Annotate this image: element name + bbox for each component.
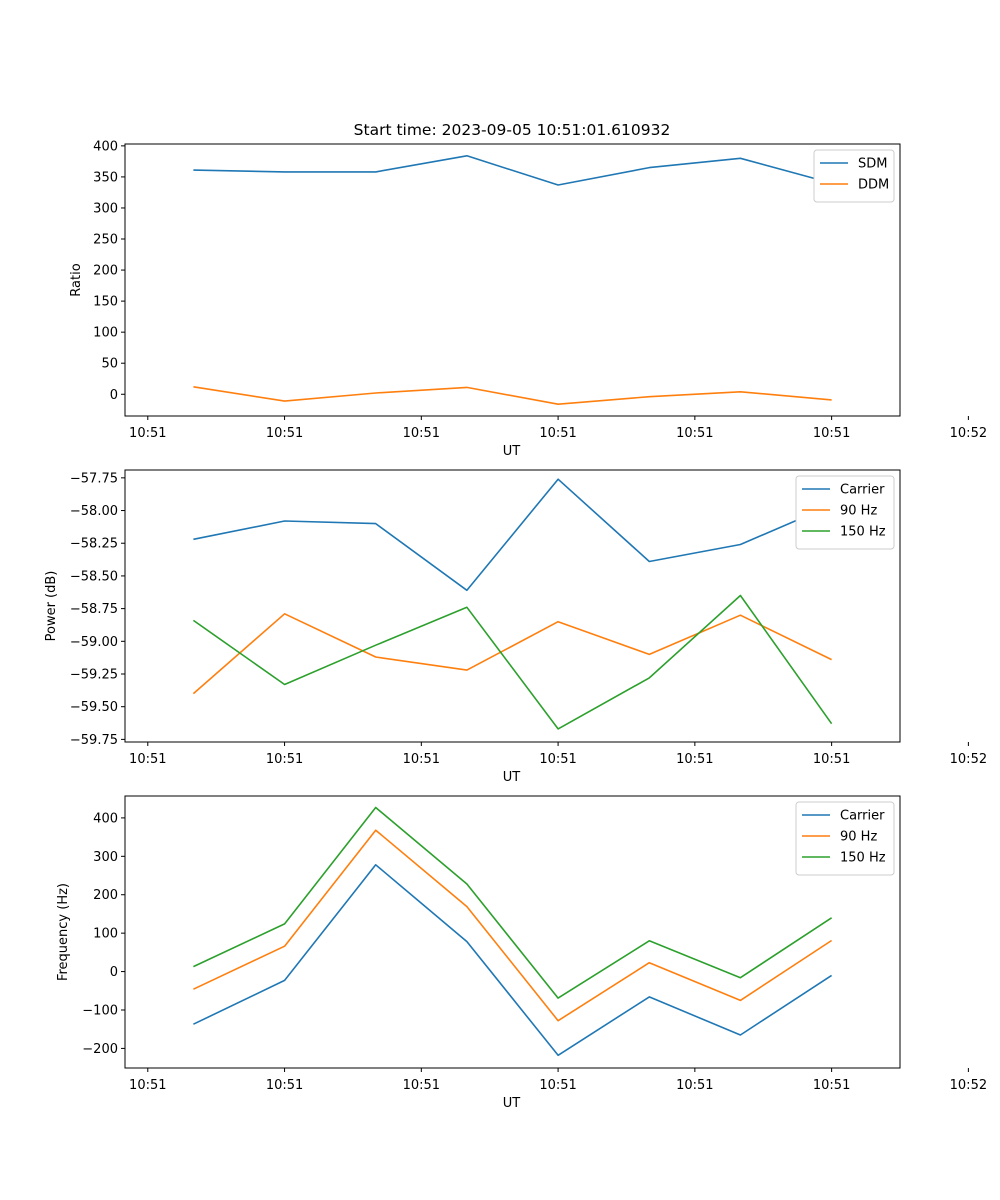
subplot-1: 10:51 10:51 10:51 10:51 10:51 10:51 10:52 0 50 10… bbox=[69, 139, 987, 459]
legend-label: 90 Hz bbox=[840, 830, 877, 845]
x-axis-label: UT bbox=[503, 770, 521, 785]
y-tick-label: 200 bbox=[93, 264, 118, 279]
y-tick-label: −100 bbox=[82, 1003, 118, 1018]
y-axis-label: Power (dB) bbox=[44, 571, 59, 642]
legend-label: 90 Hz bbox=[840, 504, 877, 519]
y-axis-label: Frequency (Hz) bbox=[56, 883, 71, 981]
x-tick-label: 10:51 bbox=[676, 752, 713, 767]
y-tick-label: 300 bbox=[93, 850, 118, 865]
y-tick-label: −58.25 bbox=[70, 537, 118, 552]
series-line-3 bbox=[192, 594, 833, 730]
y-tick-label: −58.50 bbox=[70, 569, 118, 584]
x-tick-label: 10:51 bbox=[813, 1078, 850, 1093]
plot-frame bbox=[124, 795, 901, 1069]
y-tick-label: −57.75 bbox=[70, 471, 118, 486]
legend-label: Carrier bbox=[840, 809, 885, 824]
x-tick-label: 10:51 bbox=[129, 1078, 166, 1093]
legend: SDM DDM bbox=[813, 149, 895, 203]
y-axis-label: Ratio bbox=[69, 263, 84, 296]
x-tick-label: 10:51 bbox=[539, 426, 576, 441]
y-tick-label: 100 bbox=[93, 927, 118, 942]
subplot-3: 10:51 10:51 10:51 10:51 10:51 10:51 10:52 −200 −… bbox=[56, 795, 987, 1111]
y-tick-label: 0 bbox=[110, 965, 118, 980]
series-line-2 bbox=[192, 612, 832, 695]
series-line-3 bbox=[193, 806, 833, 999]
x-tick-label: 10:51 bbox=[403, 426, 440, 441]
x-tick-label: 10:51 bbox=[813, 426, 850, 441]
legend-label: SDM bbox=[858, 157, 887, 172]
x-tick-label: 10:52 bbox=[950, 1078, 987, 1093]
x-tick-label: 10:51 bbox=[813, 752, 850, 767]
y-tick-label: −200 bbox=[82, 1042, 118, 1057]
plot-frame bbox=[124, 143, 901, 417]
y-tick-label: 300 bbox=[93, 201, 118, 216]
x-tick-label: 10:51 bbox=[403, 1078, 440, 1093]
x-axis-label: UT bbox=[503, 444, 521, 459]
x-tick-label: 10:51 bbox=[539, 1078, 576, 1093]
x-tick-label: 10:52 bbox=[950, 426, 987, 441]
x-tick-label: 10:51 bbox=[129, 426, 166, 441]
x-tick-label: 10:51 bbox=[403, 752, 440, 767]
legend: Carrier 90 Hz 150 Hz bbox=[795, 801, 895, 876]
legend-label: Carrier bbox=[840, 483, 885, 498]
series-line-1 bbox=[193, 478, 832, 592]
y-tick-label: 50 bbox=[101, 357, 118, 372]
x-tick-label: 10:51 bbox=[129, 752, 166, 767]
x-tick-label: 10:51 bbox=[676, 1078, 713, 1093]
y-tick-label: 350 bbox=[93, 170, 118, 185]
y-tick-label: 400 bbox=[93, 811, 118, 826]
y-tick-label: −59.50 bbox=[70, 700, 118, 715]
x-tick-label: 10:51 bbox=[266, 1078, 303, 1093]
legend-label: 150 Hz bbox=[840, 851, 886, 866]
series-line-2 bbox=[193, 829, 833, 1022]
legend-label: DDM bbox=[858, 178, 889, 193]
series-line-1 bbox=[193, 863, 833, 1057]
legend-label: 150 Hz bbox=[840, 525, 886, 540]
legend: Carrier 90 Hz 150 Hz bbox=[795, 475, 895, 550]
x-tick-label: 10:52 bbox=[950, 752, 987, 767]
y-tick-label: 100 bbox=[93, 326, 118, 341]
x-axis-label: UT bbox=[503, 1096, 521, 1111]
x-tick-label: 10:51 bbox=[266, 426, 303, 441]
y-tick-label: 150 bbox=[93, 295, 118, 310]
y-tick-label: 250 bbox=[93, 233, 118, 248]
y-tick-label: −58.00 bbox=[70, 504, 118, 519]
y-tick-label: −59.25 bbox=[70, 668, 118, 683]
x-tick-label: 10:51 bbox=[539, 752, 576, 767]
y-tick-label: −59.00 bbox=[70, 635, 118, 650]
series-line-1 bbox=[193, 155, 832, 186]
y-tick-label: −59.75 bbox=[70, 733, 118, 748]
y-tick-label: −58.75 bbox=[70, 602, 118, 617]
x-tick-label: 10:51 bbox=[266, 752, 303, 767]
plot-frame bbox=[124, 469, 901, 743]
chart-title: Start time: 2023-09-05 10:51:01.610932 bbox=[354, 121, 671, 139]
x-tick-label: 10:51 bbox=[676, 426, 713, 441]
y-tick-label: 200 bbox=[93, 888, 118, 903]
subplot-2: 10:51 10:51 10:51 10:51 10:51 10:51 10:52 −57.7… bbox=[44, 469, 987, 785]
y-tick-label: 400 bbox=[93, 139, 118, 154]
y-tick-label: 0 bbox=[110, 388, 118, 403]
series-line-2 bbox=[193, 386, 832, 406]
